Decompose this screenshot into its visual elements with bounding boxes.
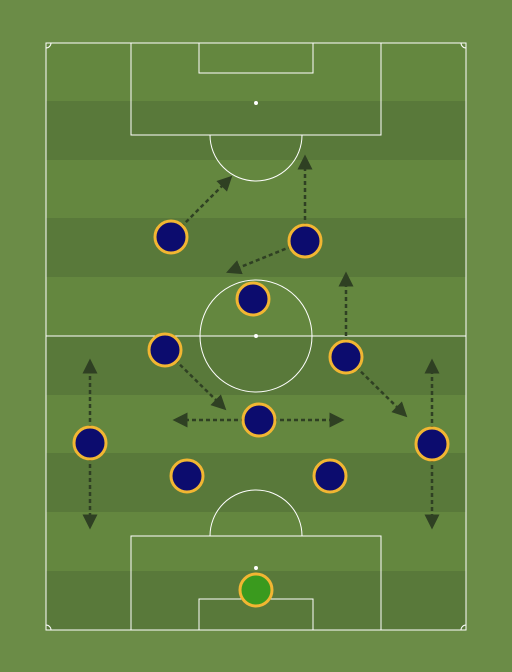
corner-arc-bottom-right: [460, 624, 467, 631]
movement-arrows: [82, 154, 440, 530]
pitch-stripe: [46, 453, 466, 512]
pitch-stripe: [46, 336, 466, 395]
top-penalty-spot: [254, 101, 258, 105]
players: [72, 219, 450, 608]
pitch-stripe: [46, 160, 466, 218]
player-right-centre-back-marker: [312, 458, 348, 494]
arrow-left-midfielder-down-right: [164, 349, 227, 411]
player-right-forward-marker: [287, 223, 323, 259]
centre-circle: [199, 279, 313, 393]
arrow-right-midfielder-down-right: [345, 356, 408, 418]
player-left-forward-marker: [153, 219, 189, 255]
player-defensive-midfielder-marker: [241, 402, 277, 438]
player-right-midfielder-marker: [328, 339, 364, 375]
player-right-back-marker: [414, 426, 450, 462]
player-left-midfielder-marker: [147, 332, 183, 368]
player-goalkeeper-marker: [238, 572, 274, 608]
top-penalty-arc: [209, 134, 303, 182]
pitch-stripe: [46, 218, 466, 277]
player-left-back-marker: [72, 425, 108, 461]
pitch-stripe: [46, 101, 466, 160]
arrow-left-forward-up-right: [170, 175, 233, 238]
player-attacking-midfielder-marker: [235, 281, 271, 317]
corner-arc-top-right: [460, 42, 467, 49]
pitch-stripe: [46, 512, 466, 571]
corner-arc-bottom-left: [45, 624, 52, 631]
centre-spot: [254, 334, 258, 338]
top-goal-area: [198, 42, 314, 74]
corner-arc-top-left: [45, 42, 52, 49]
player-left-centre-back-marker: [169, 458, 205, 494]
arrow-right-forward-down-left: [226, 239, 306, 275]
pitch-stripes: [46, 43, 466, 630]
bottom-penalty-arc: [209, 489, 303, 537]
pitch-markings: [45, 42, 467, 631]
pitch-stripe: [46, 43, 466, 101]
bottom-penalty-spot: [254, 566, 258, 570]
